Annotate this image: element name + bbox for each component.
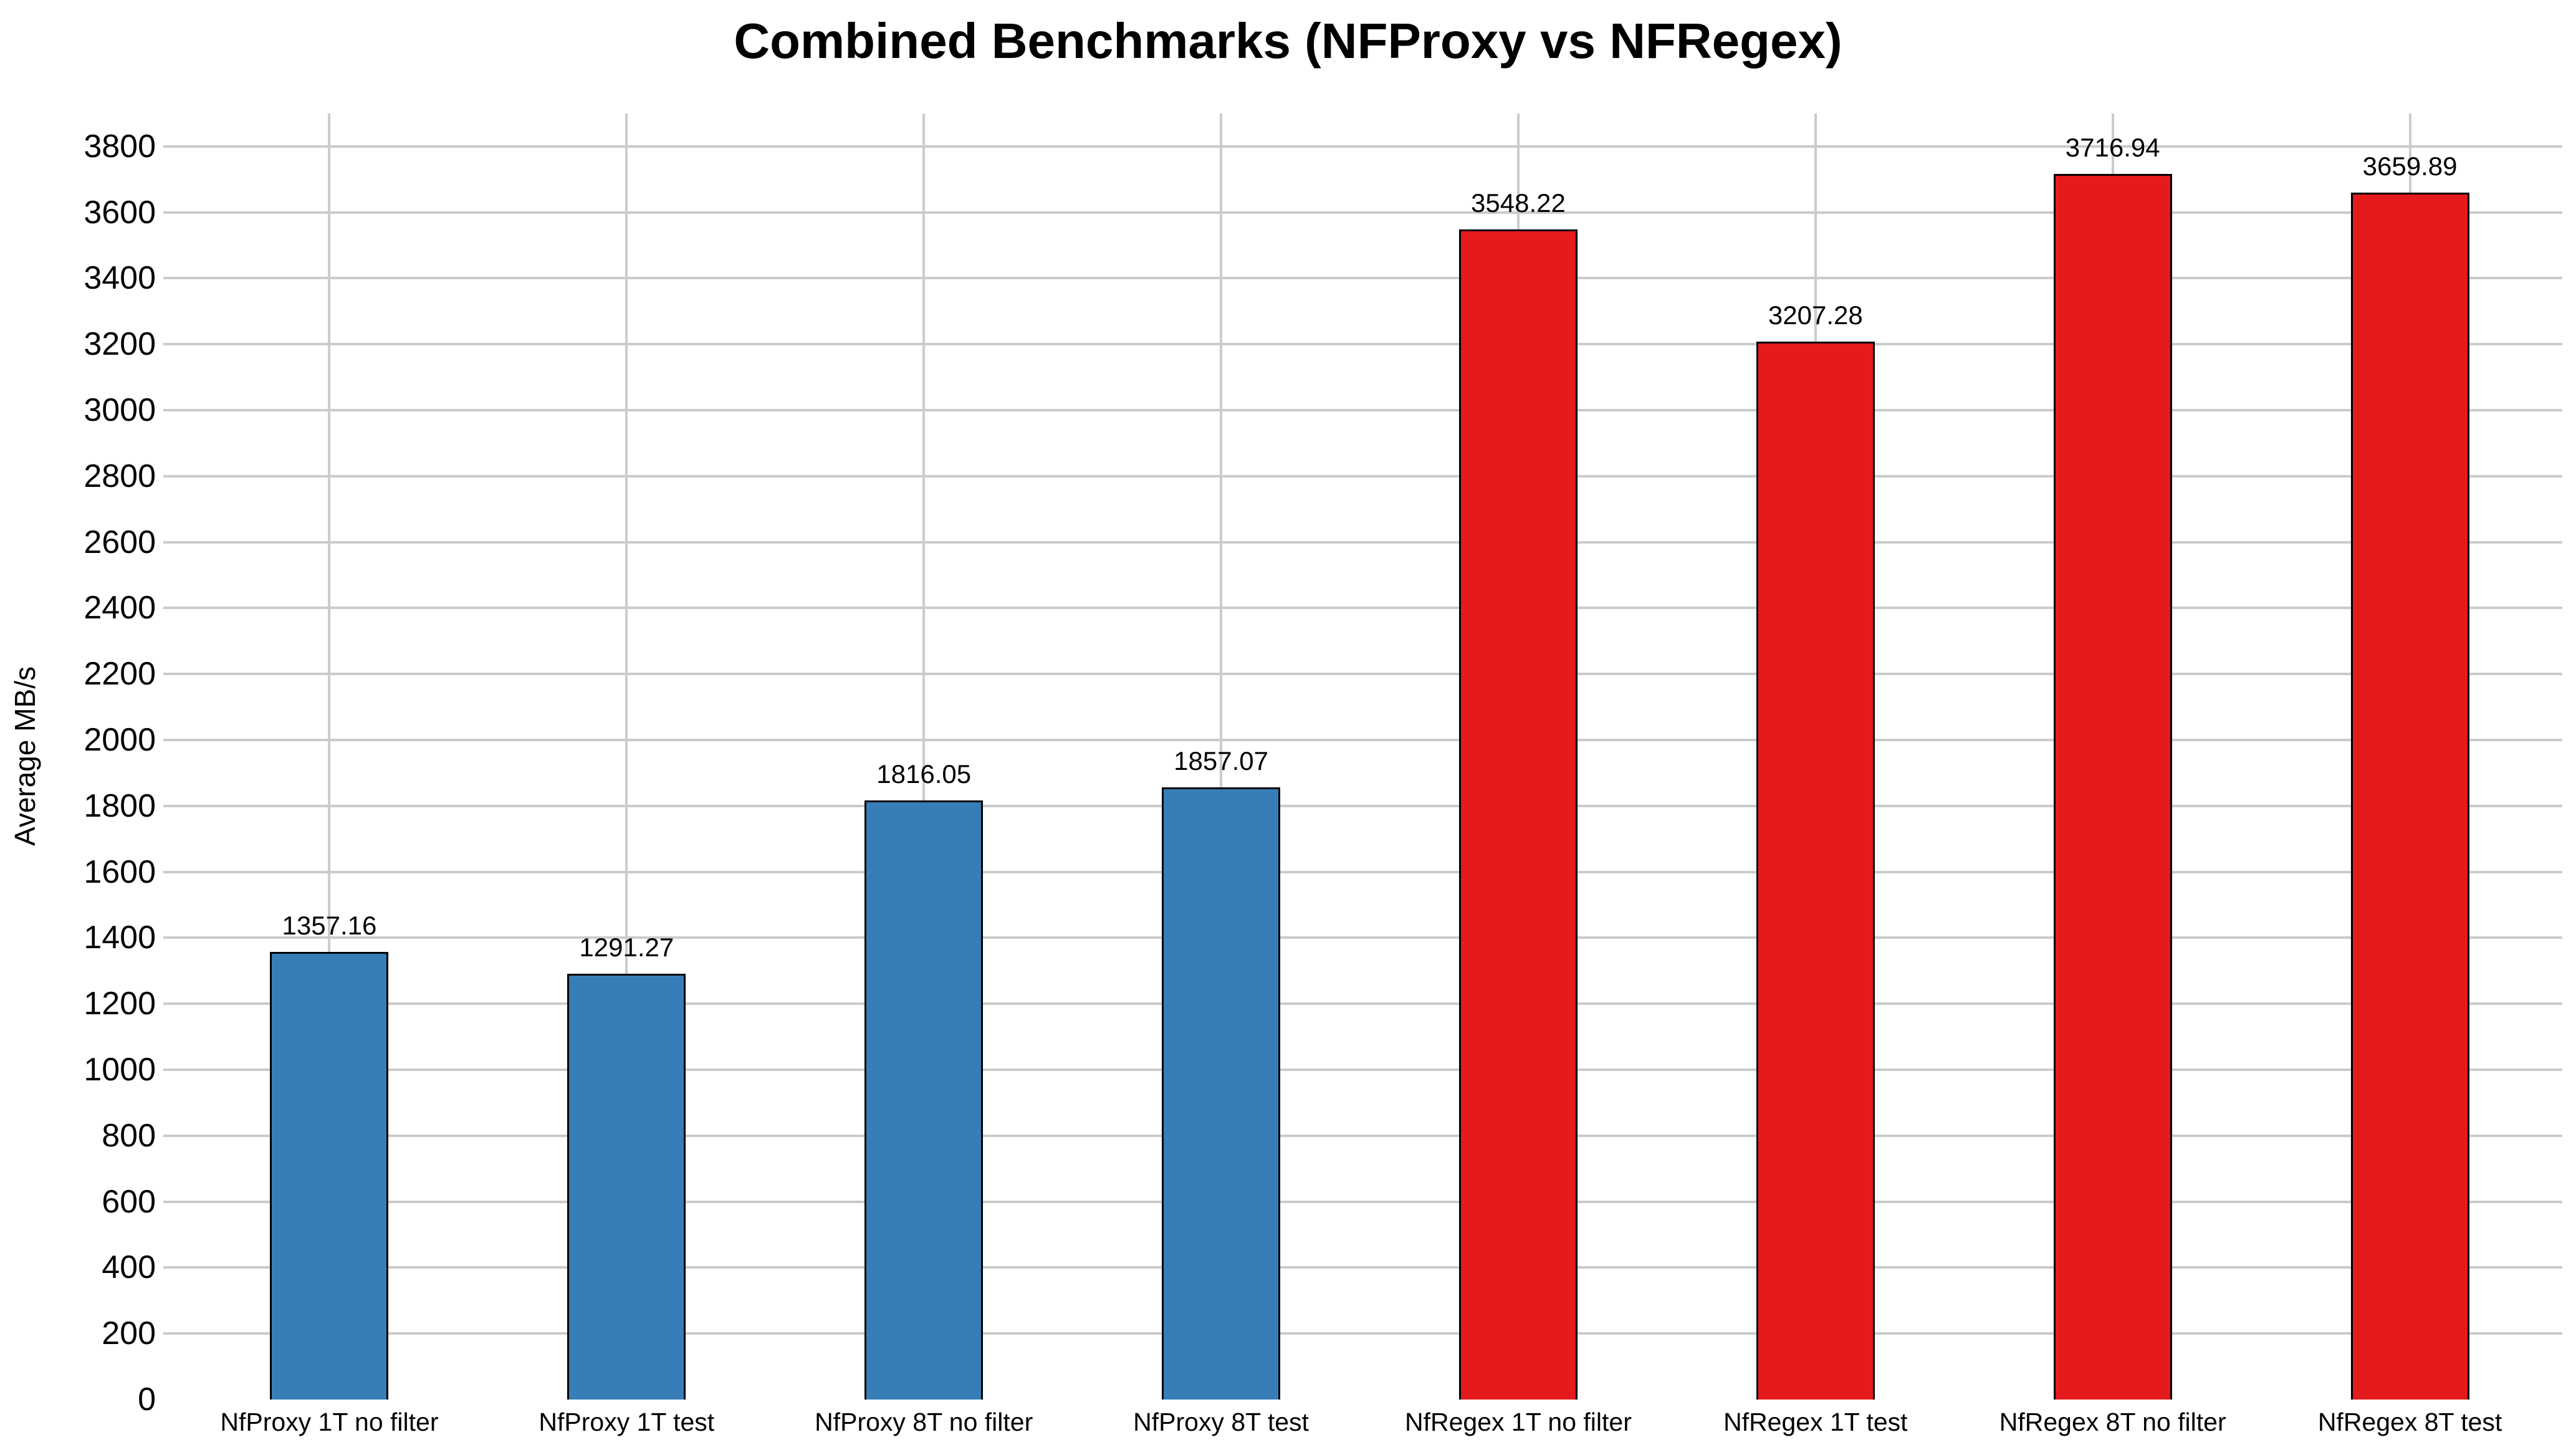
bar-value-label: 1816.05	[876, 759, 972, 789]
y-tick-label: 1200	[84, 986, 156, 1022]
y-tick-label: 400	[102, 1249, 156, 1286]
bar	[1756, 342, 1875, 1400]
horizontal-gridline	[163, 936, 2562, 939]
bar-value-label: 3207.28	[1768, 300, 1863, 330]
horizontal-gridline	[163, 409, 2562, 412]
x-category-label: NfRegex 1T test	[1723, 1408, 1908, 1436]
horizontal-gridline	[163, 540, 2562, 544]
x-category-label: NfRegex 8T test	[2317, 1408, 2502, 1436]
horizontal-gridline	[163, 1266, 2562, 1269]
bar	[2350, 193, 2469, 1400]
x-category-label: NfRegex 1T no filter	[1405, 1408, 1632, 1436]
y-tick-label: 800	[102, 1117, 156, 1154]
bar-value-label: 3659.89	[2362, 151, 2458, 181]
horizontal-gridline	[163, 277, 2562, 280]
horizontal-gridline	[163, 1068, 2562, 1072]
y-tick-label: 3600	[84, 194, 156, 231]
horizontal-gridline	[163, 1002, 2562, 1006]
y-tick-label: 3000	[84, 392, 156, 429]
x-category-label: NfProxy 1T no filter	[220, 1408, 439, 1436]
bar	[2053, 173, 2172, 1400]
y-tick-label: 2000	[84, 722, 156, 759]
horizontal-gridline	[163, 145, 2562, 148]
bar-value-label: 1291.27	[579, 932, 674, 962]
y-tick-label: 200	[102, 1315, 156, 1352]
bar-value-label: 1357.16	[282, 911, 377, 941]
y-tick-label: 3200	[84, 326, 156, 363]
y-tick-label: 1400	[84, 920, 156, 956]
x-category-label: NfProxy 1T test	[539, 1408, 715, 1436]
horizontal-gridline	[163, 673, 2562, 676]
horizontal-gridline	[163, 739, 2562, 742]
chart-title: Combined Benchmarks (NFProxy vs NFRegex)	[734, 13, 1842, 69]
y-tick-label: 2400	[84, 590, 156, 627]
y-tick-label: 1000	[84, 1052, 156, 1088]
horizontal-gridline	[163, 343, 2562, 346]
y-tick-label: 600	[102, 1183, 156, 1220]
bar	[567, 973, 686, 1400]
bar-value-label: 3548.22	[1471, 188, 1566, 218]
y-tick-label: 3400	[84, 260, 156, 297]
horizontal-gridline	[163, 1134, 2562, 1137]
horizontal-gridline	[163, 1332, 2562, 1335]
bar	[270, 952, 389, 1400]
x-category-label: NfProxy 8T no filter	[815, 1408, 1033, 1436]
vertical-gridline	[625, 113, 628, 1400]
horizontal-gridline	[163, 607, 2562, 610]
vertical-gridline	[328, 113, 331, 1400]
horizontal-gridline	[163, 474, 2562, 478]
bar-value-label: 1857.07	[1174, 746, 1268, 776]
x-axis-labels: NfProxy 1T no filter NfProxy 1T test NfPro…	[181, 1408, 2559, 1445]
horizontal-gridline	[163, 1200, 2562, 1203]
bar	[1458, 229, 1578, 1400]
y-tick-label: 1600	[84, 853, 156, 890]
vertical-gridline	[1220, 113, 1223, 1400]
horizontal-gridline	[163, 211, 2562, 214]
y-axis-ticks: 0 200 400 600 800 1000 1200 1400 1600 1800 2000 220…	[0, 113, 156, 1418]
vertical-gridline	[922, 113, 926, 1400]
x-category-label: NfProxy 8T test	[1133, 1408, 1309, 1436]
y-tick-label: 2800	[84, 458, 156, 494]
x-category-label: NfRegex 8T no filter	[1999, 1408, 2226, 1436]
bar	[864, 800, 984, 1400]
y-tick-label: 2600	[84, 524, 156, 560]
y-tick-label: 1800	[84, 787, 156, 824]
bar	[1162, 787, 1281, 1400]
horizontal-gridline	[163, 804, 2562, 807]
y-tick-label: 2200	[84, 656, 156, 693]
bar-value-label: 3716.94	[2065, 132, 2160, 162]
plot-area: 1357.16 1291.27 1816.05 1857.07 3548.22 3207.…	[163, 113, 2562, 1400]
horizontal-gridline	[163, 870, 2562, 873]
y-tick-label: 3800	[84, 128, 156, 165]
y-tick-label: 0	[138, 1381, 156, 1418]
